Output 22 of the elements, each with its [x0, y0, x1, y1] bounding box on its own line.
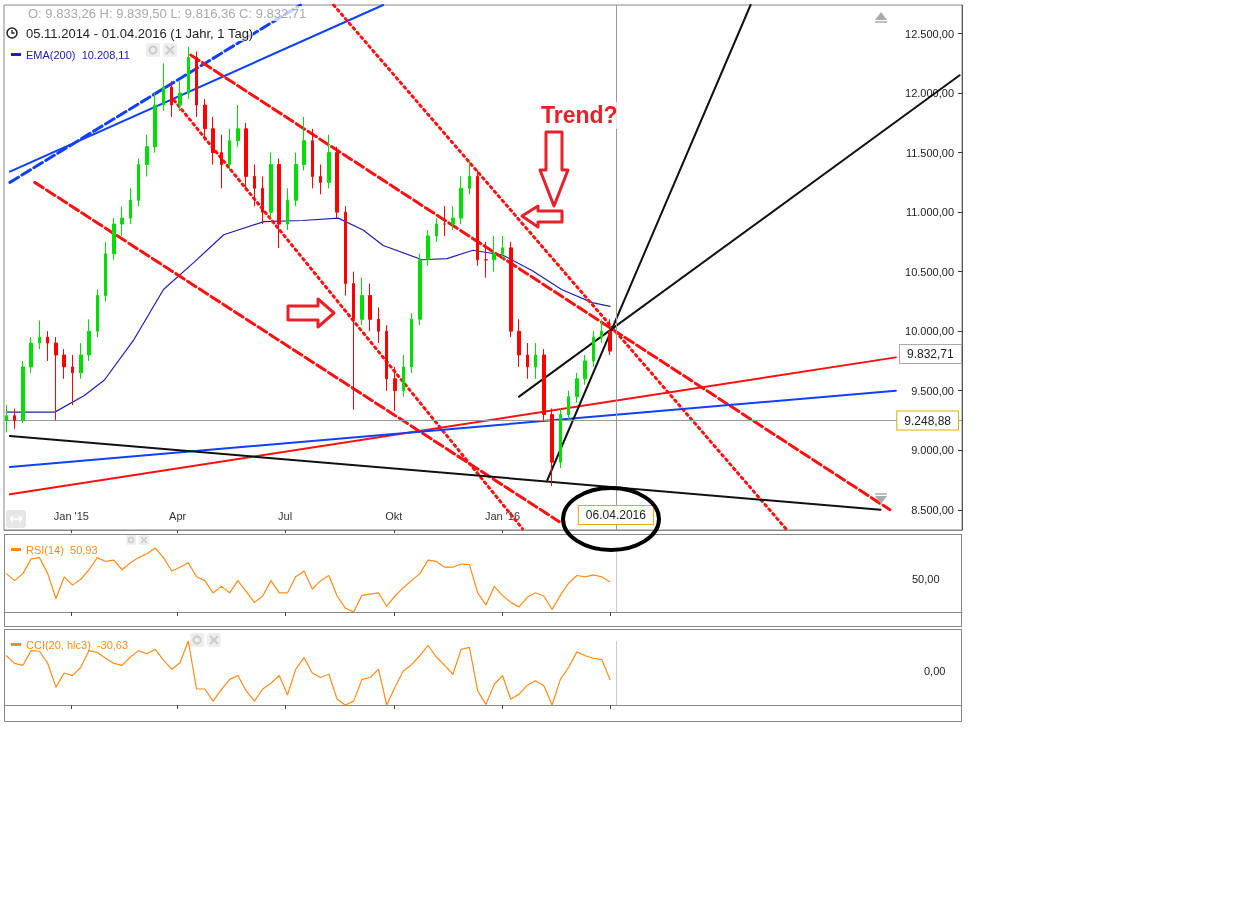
annotation: 9.832,71 [899, 344, 962, 364]
y-tick-label: 11.500,00 [905, 146, 954, 159]
legend-label: RSI(14) 50,93 [26, 543, 98, 556]
y-tick-label: 11.000,00 [905, 206, 954, 219]
y-tick-label: 12.500,00 [905, 27, 954, 40]
legend-label: CCI(20, hlc3) -30,63 [26, 638, 129, 651]
x-tick-label: Apr [169, 509, 187, 522]
annotation: Trend? [541, 102, 618, 129]
x-tick-label: Okt [385, 509, 403, 522]
annotation: 50,00 [912, 573, 940, 585]
y-tick-label: 9.500,00 [911, 384, 954, 397]
y-tick-label: 10.500,00 [905, 265, 954, 278]
y-tick-label: 9.000,00 [911, 444, 954, 457]
x-tick-label: Jan '15 [53, 509, 89, 522]
legend-label: EMA(200) 10.208,11 [26, 48, 130, 61]
ref-line-label: 06.04.2016 [585, 508, 647, 522]
y-tick-label: 8.500,00 [911, 503, 954, 516]
ref-line-label: 9.248,88 [904, 413, 952, 428]
y-tick-label: 10.000,00 [905, 325, 954, 338]
annotation: 0,00 [924, 665, 946, 677]
x-tick-label: Jul [278, 509, 293, 522]
annotation: 05.11.2014 - 01.04.2016 (1 Jahr, 1 Tag) [26, 26, 254, 41]
